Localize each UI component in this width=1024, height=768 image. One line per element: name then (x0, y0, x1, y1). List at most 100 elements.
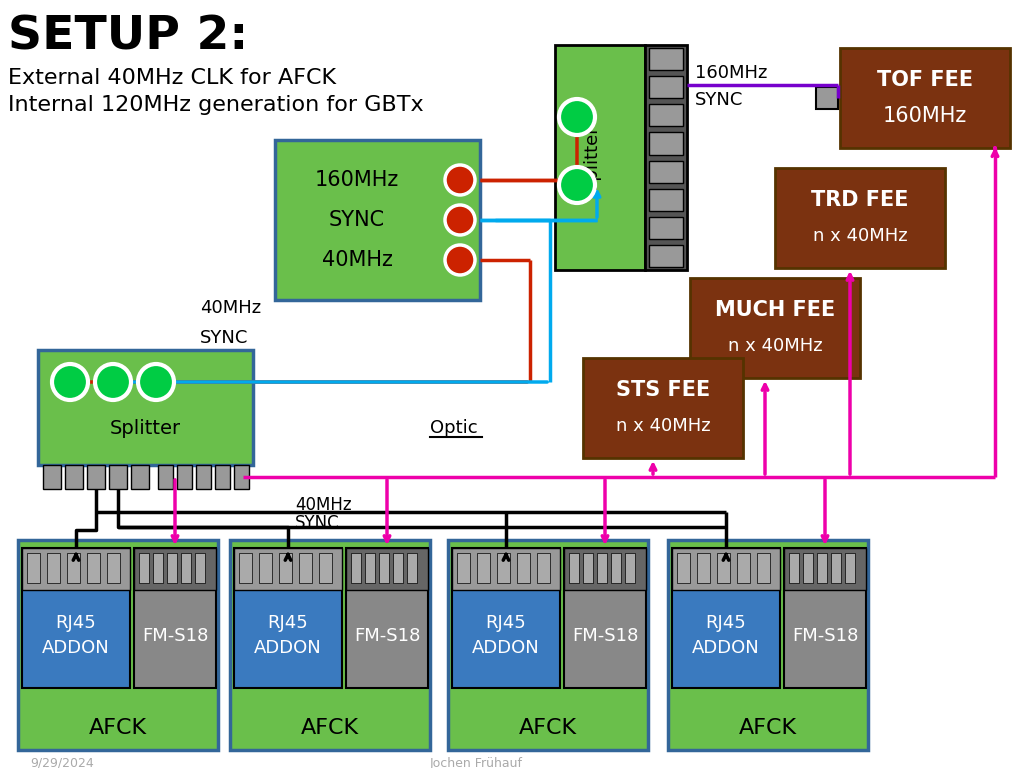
Bar (38, 350, 253, 465)
Circle shape (445, 245, 475, 275)
Bar (67, 553, 80, 583)
Bar (319, 553, 332, 583)
Bar (346, 548, 428, 590)
Bar (457, 553, 470, 583)
Circle shape (138, 364, 174, 400)
Text: TRD FEE: TRD FEE (811, 190, 908, 210)
Text: 160MHz: 160MHz (883, 106, 967, 126)
Text: External 40MHz CLK for AFCK: External 40MHz CLK for AFCK (8, 68, 336, 88)
Bar (139, 553, 150, 583)
Text: n x 40MHz: n x 40MHz (728, 337, 822, 355)
Bar (817, 553, 827, 583)
Bar (583, 358, 743, 458)
Bar (167, 553, 177, 583)
Bar (649, 48, 683, 70)
Bar (625, 553, 635, 583)
Text: SYNC: SYNC (295, 514, 340, 532)
Bar (672, 548, 780, 590)
Bar (569, 553, 579, 583)
Bar (497, 553, 510, 583)
Bar (717, 553, 730, 583)
Text: STS FEE: STS FEE (615, 380, 710, 400)
Text: SYNC: SYNC (200, 329, 249, 347)
Bar (737, 553, 750, 583)
Bar (65, 465, 83, 489)
Bar (449, 540, 648, 750)
Bar (555, 45, 645, 270)
Text: n x 40MHz: n x 40MHz (615, 417, 711, 435)
Text: AFCK: AFCK (301, 718, 359, 738)
Bar (275, 140, 480, 300)
Bar (181, 553, 191, 583)
Bar (346, 548, 428, 688)
Text: RJ45: RJ45 (55, 614, 96, 632)
Bar (790, 553, 799, 583)
Bar (583, 553, 593, 583)
Bar (195, 553, 205, 583)
Circle shape (95, 364, 131, 400)
Bar (537, 553, 550, 583)
Text: n x 40MHz: n x 40MHz (813, 227, 907, 245)
Bar (775, 168, 945, 268)
Text: ADDON: ADDON (472, 639, 540, 657)
Bar (259, 553, 272, 583)
Bar (816, 87, 838, 109)
Bar (649, 161, 683, 183)
Bar (22, 548, 130, 688)
Bar (840, 48, 1010, 148)
Bar (106, 553, 120, 583)
Bar (649, 217, 683, 239)
Text: ADDON: ADDON (42, 639, 110, 657)
Bar (564, 548, 646, 590)
Text: Jochen Frühauf: Jochen Frühauf (430, 757, 523, 768)
Text: 160MHz: 160MHz (314, 170, 399, 190)
Bar (215, 465, 230, 489)
Bar (87, 465, 105, 489)
Bar (677, 553, 690, 583)
Bar (134, 548, 216, 688)
Bar (784, 548, 866, 688)
Bar (564, 548, 646, 688)
Text: FM-S18: FM-S18 (792, 627, 858, 645)
Text: 40MHz: 40MHz (295, 496, 351, 514)
Bar (87, 553, 100, 583)
Bar (697, 553, 710, 583)
Bar (43, 465, 61, 489)
Bar (649, 132, 683, 154)
Text: ...: ... (985, 750, 1012, 768)
Text: RJ45: RJ45 (267, 614, 308, 632)
Text: Optic: Optic (430, 419, 477, 437)
Text: ADDON: ADDON (254, 639, 322, 657)
Bar (177, 465, 193, 489)
Bar (690, 278, 860, 378)
Text: ADDON: ADDON (692, 639, 760, 657)
Bar (645, 45, 687, 270)
Bar (517, 553, 530, 583)
Text: Internal 120MHz generation for GBTx: Internal 120MHz generation for GBTx (8, 95, 424, 115)
Circle shape (445, 205, 475, 235)
Bar (299, 553, 312, 583)
Circle shape (52, 364, 88, 400)
Text: FM-S18: FM-S18 (354, 627, 420, 645)
Bar (803, 553, 813, 583)
Text: FM-S18: FM-S18 (141, 627, 208, 645)
Bar (22, 548, 130, 590)
Text: MUCH FEE: MUCH FEE (715, 300, 836, 320)
Bar (365, 553, 375, 583)
Bar (134, 548, 216, 590)
Circle shape (445, 165, 475, 195)
Bar (47, 553, 60, 583)
Text: 40MHz: 40MHz (322, 250, 392, 270)
Text: SETUP 2:: SETUP 2: (8, 15, 248, 60)
Bar (234, 465, 249, 489)
Text: FM-S18: FM-S18 (571, 627, 638, 645)
Bar (393, 553, 403, 583)
Bar (649, 189, 683, 210)
Bar (239, 553, 252, 583)
Bar (153, 553, 163, 583)
Bar (27, 553, 40, 583)
Text: AFCK: AFCK (739, 718, 797, 738)
Bar (672, 548, 780, 688)
Bar (158, 465, 173, 489)
Bar (234, 548, 342, 590)
